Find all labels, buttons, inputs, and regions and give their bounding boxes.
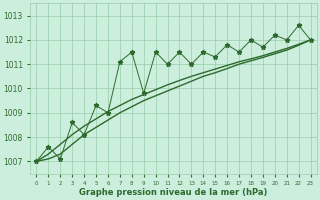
X-axis label: Graphe pression niveau de la mer (hPa): Graphe pression niveau de la mer (hPa) <box>79 188 268 197</box>
